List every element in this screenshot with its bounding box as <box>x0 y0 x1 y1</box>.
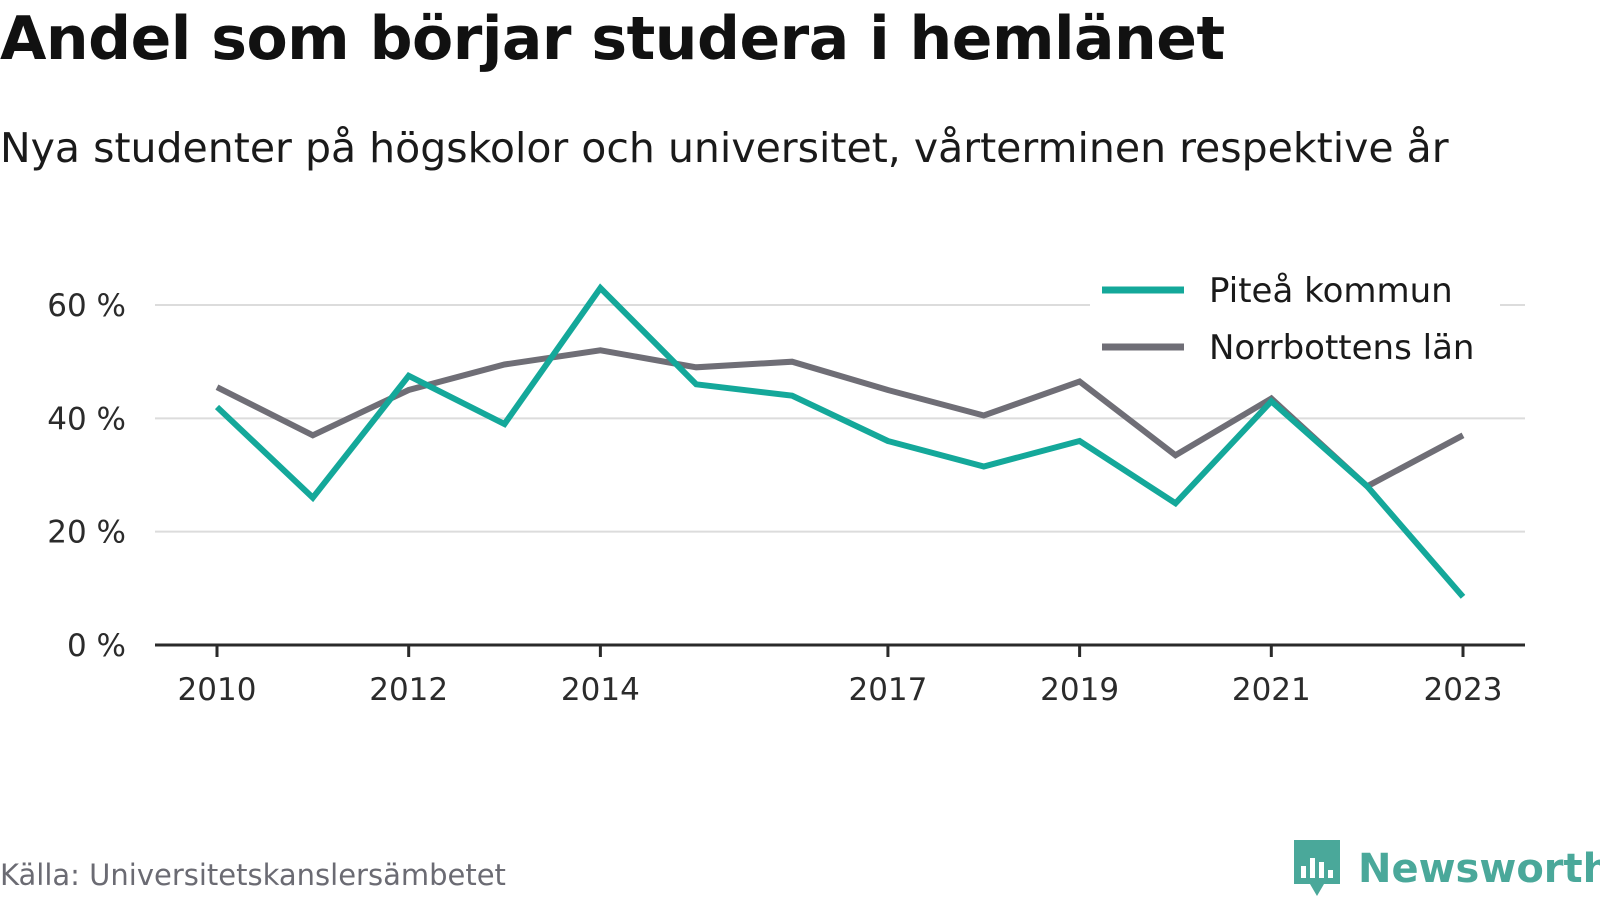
y-axis-tick-labels: 0 % 20 % 40 % 60 % <box>47 288 126 664</box>
brand[interactable]: Newsworthy <box>1292 840 1600 898</box>
x-tick-label: 2012 <box>369 672 448 708</box>
series-lines <box>214 283 1466 599</box>
x-axis: 2010 2012 2014 2017 2019 2021 2023 <box>155 643 1525 708</box>
x-tick-label: 2019 <box>1040 672 1119 708</box>
x-tick-label: 2010 <box>178 672 257 708</box>
legend-label: Piteå kommun <box>1209 271 1453 311</box>
y-tick-label: 20 % <box>47 515 126 551</box>
x-tick-label: 2017 <box>848 672 927 708</box>
chart-subtitle: Nya studenter på högskolor och universit… <box>0 124 1449 172</box>
x-tick-label: 2014 <box>561 672 640 708</box>
source-note: Källa: Universitetskanslersämbetet <box>0 858 506 892</box>
legend-background <box>1090 262 1500 374</box>
legend-label: Norrbottens län <box>1209 328 1474 368</box>
y-tick-label: 40 % <box>47 401 126 437</box>
x-tick-label: 2021 <box>1232 672 1311 708</box>
x-tick-label: 2023 <box>1424 672 1503 708</box>
y-tick-label: 0 % <box>67 628 126 664</box>
series-line <box>214 283 1466 599</box>
brand-name: Newsworthy <box>1358 846 1600 892</box>
legend: Piteå kommun Norrbottens län <box>1090 262 1500 374</box>
chart-title: Andel som börjar studera i hemlänet <box>0 4 1225 74</box>
bar-chart-speech-bubble-icon <box>1294 840 1340 896</box>
y-tick-label: 60 % <box>47 288 126 324</box>
